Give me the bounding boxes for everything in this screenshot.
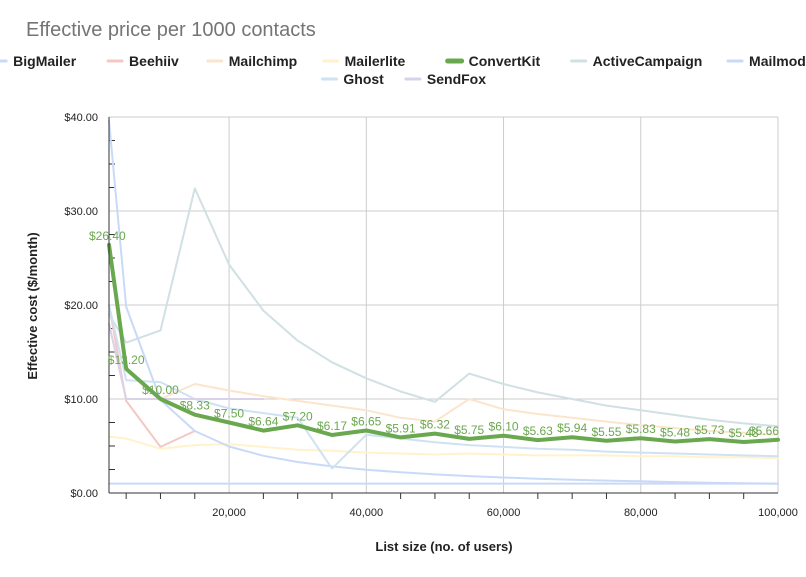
axes: $0.00 $10.00 $20.00 $30.00 $40.00 20,000 40,00… [64, 112, 798, 519]
legend-label: Mailerlite [345, 53, 406, 69]
data-label: $5.43 [729, 426, 759, 440]
legend-label: ConvertKit [469, 53, 541, 69]
series-line-convertkit [107, 242, 780, 444]
data-label: $8.33 [180, 399, 210, 413]
chart-legend: BigMailer Beehiiv Mailchimp Mailerlite Conve… [0, 53, 806, 87]
data-label: $5.83 [626, 422, 656, 436]
series-line-sendfox [108, 322, 265, 400]
data-label: $26.40 [89, 229, 126, 243]
data-label: $6.32 [420, 418, 450, 432]
series-line-mailerlite [108, 435, 779, 460]
data-label: $5.63 [523, 424, 553, 438]
data-label: $6.10 [489, 420, 519, 434]
legend-item-mailchimp: Mailchimp [206, 53, 297, 69]
series-line-beehiiv [108, 304, 196, 448]
y-tick-label: $20.00 [64, 300, 98, 312]
legend-label: Mailmodo [749, 53, 806, 69]
legend-label: SendFox [427, 71, 486, 87]
data-label: $10.00 [142, 383, 179, 397]
data-label: $7.20 [283, 409, 313, 423]
x-axis-label: List size (no. of users) [375, 539, 512, 554]
legend-label: BigMailer [13, 53, 77, 69]
legend-item-convertkit: ConvertKit [445, 53, 541, 69]
data-label: $13.20 [108, 353, 145, 367]
y-tick-label: $10.00 [64, 394, 98, 406]
legend-label: ActiveCampaign [593, 53, 703, 69]
data-label: $6.17 [317, 419, 347, 433]
y-axis-label: Effective cost ($/month) [25, 232, 40, 379]
legend-label: Mailchimp [229, 53, 297, 69]
data-label: $5.48 [660, 425, 690, 439]
data-label: $6.64 [248, 415, 278, 429]
series-line-mailmodo [108, 119, 779, 485]
x-tick-label: 80,000 [624, 507, 658, 519]
data-label: $7.50 [214, 407, 244, 421]
y-tick-label: $30.00 [64, 206, 98, 218]
legend-item-bigmailer: BigMailer [0, 53, 77, 69]
legend-item-ghost: Ghost [320, 71, 384, 87]
data-label: $5.55 [591, 425, 621, 439]
x-tick-label: 100,000 [758, 507, 798, 519]
legend-item-mailerlite: Mailerlite [322, 53, 406, 69]
series-line-activecampaign [108, 187, 779, 428]
series-lines [107, 119, 780, 485]
legend-item-activecampaign: ActiveCampaign [570, 53, 703, 69]
x-tick-label: 20,000 [212, 507, 246, 519]
y-tick-label: $40.00 [64, 112, 98, 124]
legend-label: Ghost [343, 71, 384, 87]
legend-label: Beehiiv [129, 53, 179, 69]
x-tick-label: 60,000 [487, 507, 521, 519]
y-tick-label: $0.00 [70, 488, 98, 500]
legend-item-beehiiv: Beehiiv [106, 53, 179, 69]
data-label: $5.66 [749, 424, 779, 438]
axis-minor-ticks [109, 140, 745, 499]
data-label: $5.94 [557, 421, 587, 435]
x-tick-label: 40,000 [349, 507, 383, 519]
chart-title: Effective price per 1000 contacts [26, 19, 316, 41]
data-label: $5.91 [386, 421, 416, 435]
data-label: $5.75 [454, 423, 484, 437]
series-line-ghost [108, 304, 779, 470]
legend-item-mailmodo: Mailmodo [726, 53, 806, 69]
legend-item-sendfox: SendFox [404, 71, 486, 87]
series-line-mailchimp [108, 322, 779, 436]
data-label: $5.73 [694, 423, 724, 437]
data-labels: $26.40 $13.20 $10.00$8.33 $7.50 $6.64 $7.20 $6… [89, 229, 779, 440]
data-label: $6.65 [351, 414, 381, 428]
